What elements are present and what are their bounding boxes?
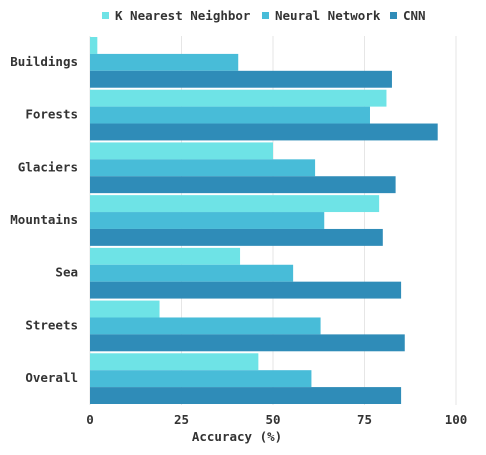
y-tick-label: Streets bbox=[25, 317, 78, 332]
y-tick-label: Sea bbox=[55, 265, 78, 280]
y-axis-labels: Buildings Forests Glaciers Mountains Sea Stre… bbox=[10, 54, 78, 385]
bar-buildings-neural-network bbox=[90, 53, 239, 71]
bar-mountains-cnn bbox=[90, 228, 383, 246]
y-tick-label: Forests bbox=[25, 107, 78, 122]
bar-buildings-k-nearest-neighbor bbox=[90, 37, 98, 54]
bar-streets-k-nearest-neighbor bbox=[90, 300, 160, 318]
bar-glaciers-cnn bbox=[90, 176, 396, 194]
x-tick-label: 0 bbox=[86, 412, 94, 427]
bar-overall-neural-network bbox=[90, 370, 312, 388]
legend-label-cnn: CNN bbox=[403, 8, 426, 23]
legend-label-neural-network: Neural Network bbox=[275, 8, 381, 23]
bar-sea-cnn bbox=[90, 281, 402, 299]
bar-streets-neural-network bbox=[90, 317, 321, 335]
legend-item-cnn: CNN bbox=[390, 8, 426, 23]
y-tick-label: Overall bbox=[25, 370, 78, 385]
bar-forests-cnn bbox=[90, 123, 438, 141]
bar-mountains-k-nearest-neighbor bbox=[90, 195, 380, 213]
legend-swatch-cnn bbox=[390, 12, 397, 19]
legend-label-knn: K Nearest Neighbor bbox=[115, 8, 251, 23]
bar-sea-k-nearest-neighbor bbox=[90, 247, 241, 265]
bar-mountains-neural-network bbox=[90, 212, 325, 229]
legend-item-neural-network: Neural Network bbox=[262, 8, 380, 23]
x-axis-labels: 0 25 50 75 100 bbox=[86, 412, 467, 427]
bar-glaciers-k-nearest-neighbor bbox=[90, 142, 273, 160]
x-tick-label: 25 bbox=[174, 412, 189, 427]
legend: K Nearest Neighbor Neural Network CNN bbox=[0, 8, 486, 30]
x-tick-label: 100 bbox=[445, 412, 468, 427]
bar-glaciers-neural-network bbox=[90, 159, 316, 177]
bar-buildings-cnn bbox=[90, 70, 392, 88]
x-tick-label: 50 bbox=[265, 412, 280, 427]
y-tick-label: Mountains bbox=[10, 212, 78, 227]
legend-item-knn: K Nearest Neighbor bbox=[102, 8, 250, 23]
bar-sea-neural-network bbox=[90, 264, 294, 282]
legend-swatch-neural-network bbox=[262, 12, 269, 19]
bar-overall-cnn bbox=[90, 387, 402, 404]
legend-swatch-knn bbox=[102, 12, 109, 19]
y-tick-label: Buildings bbox=[10, 54, 78, 69]
bar-overall-k-nearest-neighbor bbox=[90, 353, 259, 371]
x-axis-title: Accuracy (%) bbox=[192, 429, 282, 444]
bar-forests-k-nearest-neighbor bbox=[90, 89, 387, 107]
bars bbox=[90, 37, 438, 404]
y-tick-label: Glaciers bbox=[18, 159, 78, 174]
x-tick-label: 75 bbox=[357, 412, 372, 427]
bar-forests-neural-network bbox=[90, 106, 370, 124]
bar-streets-cnn bbox=[90, 334, 405, 352]
